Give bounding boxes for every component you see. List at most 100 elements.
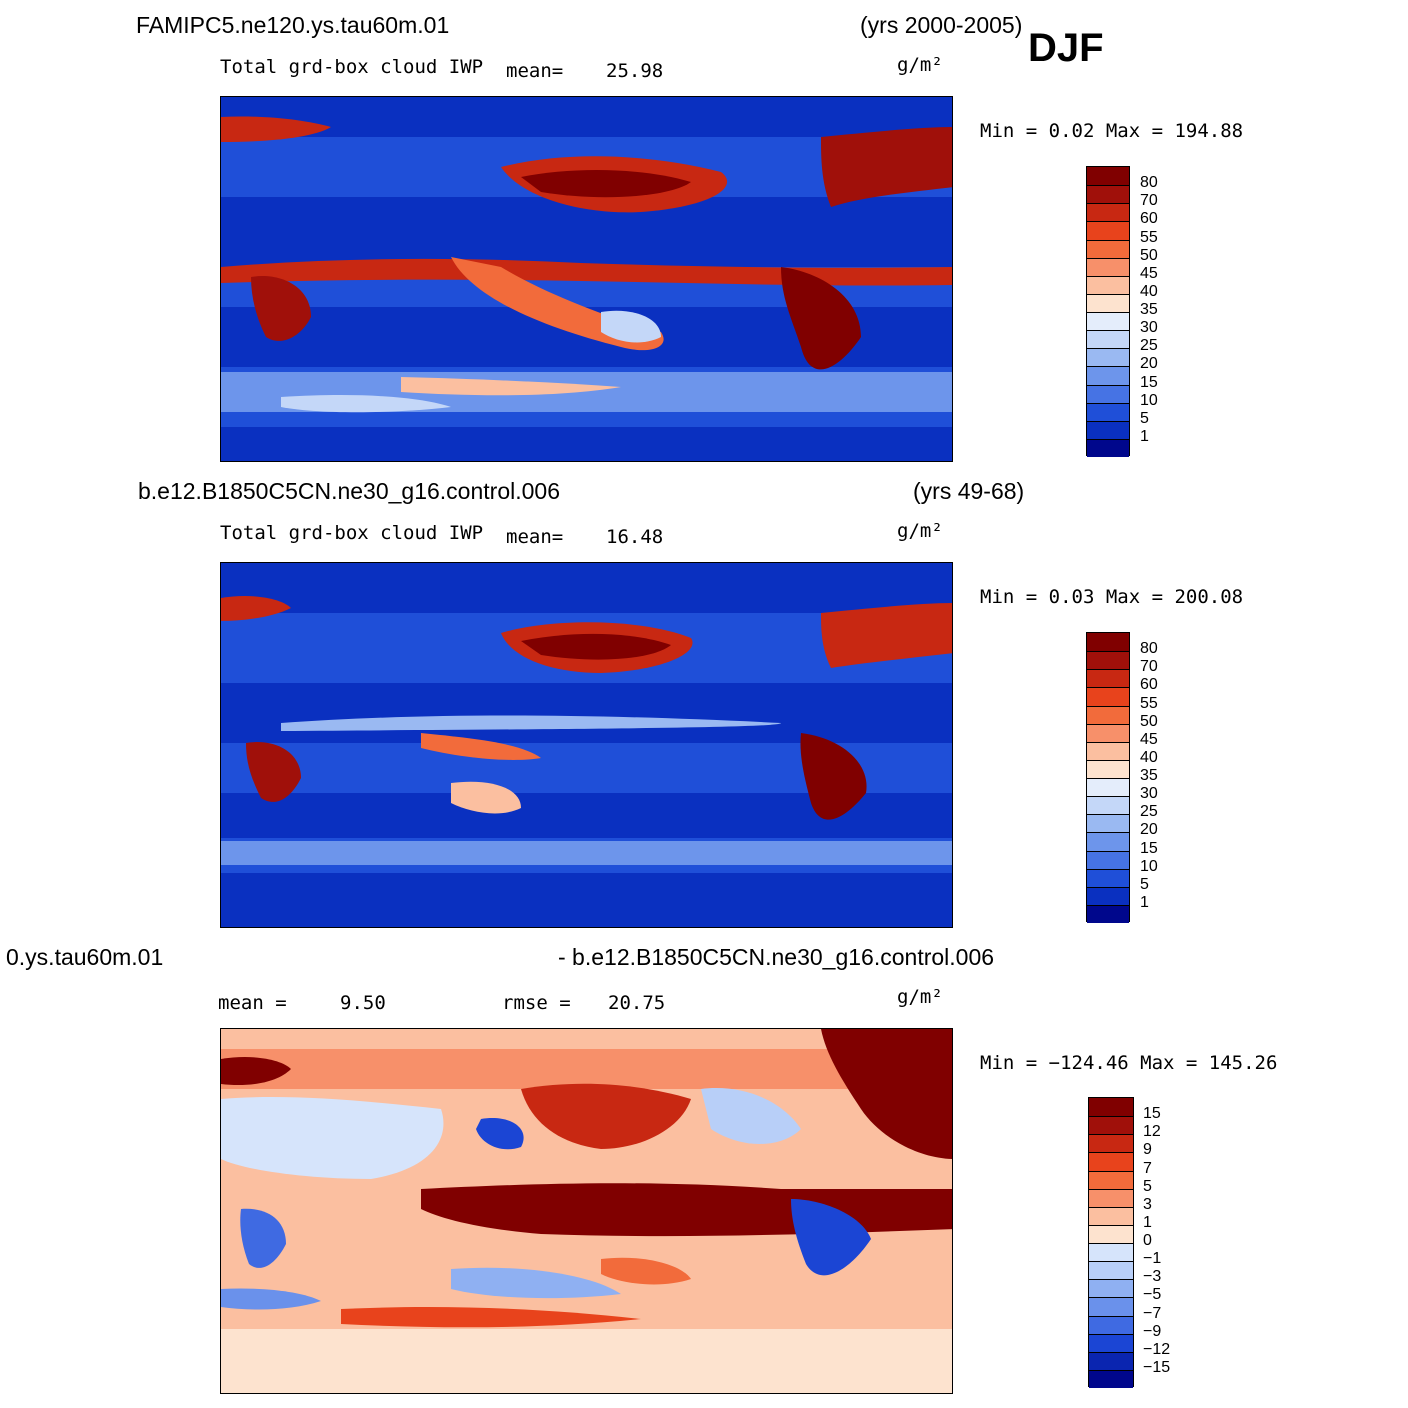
- colorbar-tick-label: 40: [1140, 748, 1158, 766]
- colorbar-tick-label: −12: [1143, 1340, 1171, 1358]
- panel3-rmse-value: 20.75: [608, 992, 666, 1014]
- colorbar-tick-label: 55: [1140, 694, 1158, 712]
- colorbar-tick-label: 12: [1143, 1123, 1161, 1141]
- colorbar-tick-label: 9: [1143, 1141, 1152, 1159]
- colorbar-tick-label: 35: [1140, 767, 1158, 784]
- colorbar-tick-label: 5: [1140, 409, 1149, 427]
- colorbar-tick-label: 45: [1140, 264, 1158, 282]
- panel3-mean-value: 9.50: [340, 992, 386, 1014]
- colorbar-swatch: [1087, 687, 1129, 706]
- panel3-case-right: - b.e12.B1850C5CN.ne30_g16.control.006: [558, 944, 995, 970]
- colorbar-swatch: [1087, 185, 1129, 204]
- colorbar-tick-label: −15: [1143, 1358, 1171, 1376]
- panel2-map: [220, 562, 953, 928]
- panel3-map: [220, 1028, 953, 1394]
- colorbar-tick-label: 25: [1140, 803, 1158, 821]
- colorbar-tick-label: −5: [1143, 1286, 1162, 1304]
- colorbar-swatch: [1087, 832, 1129, 851]
- colorbar-tick-label: 55: [1140, 228, 1158, 246]
- colorbar-tick-label: 60: [1140, 210, 1158, 228]
- colorbar-tick-label: 7: [1143, 1159, 1152, 1177]
- colorbar-tick-label: 70: [1140, 192, 1158, 210]
- colorbar-tick-label: 15: [1140, 839, 1158, 857]
- colorbar-tick-label: 15: [1143, 1105, 1161, 1123]
- panel3-case-left: 0.ys.tau60m.01: [6, 944, 164, 970]
- colorbar-tick-label: 5: [1140, 875, 1149, 893]
- colorbar-swatch: [1087, 850, 1129, 869]
- panel2-colorbar-box: [1086, 632, 1130, 923]
- colorbar-swatch: [1087, 904, 1129, 923]
- colorbar-swatch: [1089, 1297, 1133, 1316]
- colorbar-swatch: [1087, 705, 1129, 724]
- colorbar-tick-label: 1: [1140, 427, 1149, 445]
- colorbar-swatch: [1087, 741, 1129, 760]
- colorbar-swatch: [1087, 330, 1129, 349]
- colorbar-swatch: [1087, 438, 1129, 457]
- colorbar-swatch: [1087, 221, 1129, 240]
- panel2-contour-field: [221, 563, 952, 927]
- colorbar-swatch: [1089, 1351, 1133, 1370]
- colorbar-swatch: [1087, 348, 1129, 367]
- panel3-mean-label: mean =: [218, 992, 287, 1014]
- panel1-years: (yrs 2000-2005): [860, 12, 1023, 38]
- panel3-contour-field: [221, 1029, 952, 1393]
- colorbar-tick-label: 80: [1140, 640, 1158, 658]
- panel2-years: (yrs 49-68): [913, 478, 1025, 504]
- colorbar-tick-label: 20: [1140, 355, 1158, 373]
- colorbar-swatch: [1089, 1333, 1133, 1352]
- colorbar-tick-label: −9: [1143, 1322, 1162, 1340]
- colorbar-tick-label: 70: [1140, 658, 1158, 676]
- colorbar-tick-label: 30: [1140, 319, 1158, 337]
- colorbar-swatch: [1087, 778, 1129, 797]
- panel3-rmse-label: rmse =: [502, 992, 571, 1014]
- panel1-map: [220, 96, 953, 462]
- colorbar-swatch: [1087, 759, 1129, 778]
- colorbar-tick-label: 10: [1140, 391, 1158, 409]
- panel1-mean-label: mean=: [506, 60, 564, 82]
- colorbar-swatch: [1087, 651, 1129, 670]
- colorbar-swatch: [1089, 1170, 1133, 1189]
- colorbar-swatch: [1087, 275, 1129, 294]
- panel1-mean-value: 25.98: [606, 60, 664, 82]
- colorbar-tick-label: 15: [1140, 373, 1158, 391]
- colorbar-swatch: [1087, 257, 1129, 276]
- colorbar-swatch: [1089, 1224, 1133, 1243]
- colorbar-swatch: [1087, 868, 1129, 887]
- colorbar-swatch: [1087, 312, 1129, 331]
- colorbar-tick-label: 50: [1140, 712, 1158, 730]
- colorbar-tick-label: 80: [1140, 174, 1158, 192]
- colorbar-swatch: [1087, 384, 1129, 403]
- colorbar-swatch: [1089, 1134, 1133, 1153]
- colorbar-swatch: [1089, 1261, 1133, 1280]
- colorbar-tick-label: 25: [1140, 337, 1158, 355]
- colorbar-swatch: [1087, 814, 1129, 833]
- colorbar-tick-label: −1: [1143, 1250, 1162, 1268]
- colorbar-swatch: [1089, 1188, 1133, 1207]
- colorbar-tick-label: 60: [1140, 676, 1158, 694]
- colorbar-swatch: [1087, 633, 1129, 652]
- panel2-minmax: Min = 0.03 Max = 200.08: [980, 586, 1244, 608]
- colorbar-tick-label: −7: [1143, 1304, 1162, 1322]
- colorbar-swatch: [1087, 203, 1129, 222]
- colorbar-tick-label: 30: [1140, 785, 1158, 803]
- panel2-mean-value: 16.48: [606, 526, 664, 548]
- panel1-colorbar-box: [1086, 166, 1130, 457]
- panel3-units: g/m²: [897, 986, 943, 1008]
- panel1-contour-field: [221, 97, 952, 461]
- colorbar-tick-label: 1: [1143, 1213, 1152, 1231]
- colorbar-swatch: [1087, 366, 1129, 385]
- colorbar-swatch: [1087, 167, 1129, 186]
- colorbar-swatch: [1089, 1206, 1133, 1225]
- panel2-mean-label: mean=: [506, 526, 564, 548]
- panel1-case-title: FAMIPC5.ne120.ys.tau60m.01: [136, 12, 450, 38]
- colorbar-swatch: [1087, 796, 1129, 815]
- colorbar-tick-label: 5: [1143, 1177, 1152, 1195]
- colorbar-swatch: [1089, 1369, 1133, 1388]
- colorbar-swatch: [1089, 1315, 1133, 1334]
- colorbar-swatch: [1087, 239, 1129, 258]
- colorbar-swatch: [1089, 1243, 1133, 1262]
- colorbar-swatch: [1087, 293, 1129, 312]
- colorbar-swatch: [1089, 1279, 1133, 1298]
- panel3-minmax: Min = −124.46 Max = 145.26: [980, 1052, 1278, 1074]
- colorbar-tick-label: 1: [1140, 893, 1149, 911]
